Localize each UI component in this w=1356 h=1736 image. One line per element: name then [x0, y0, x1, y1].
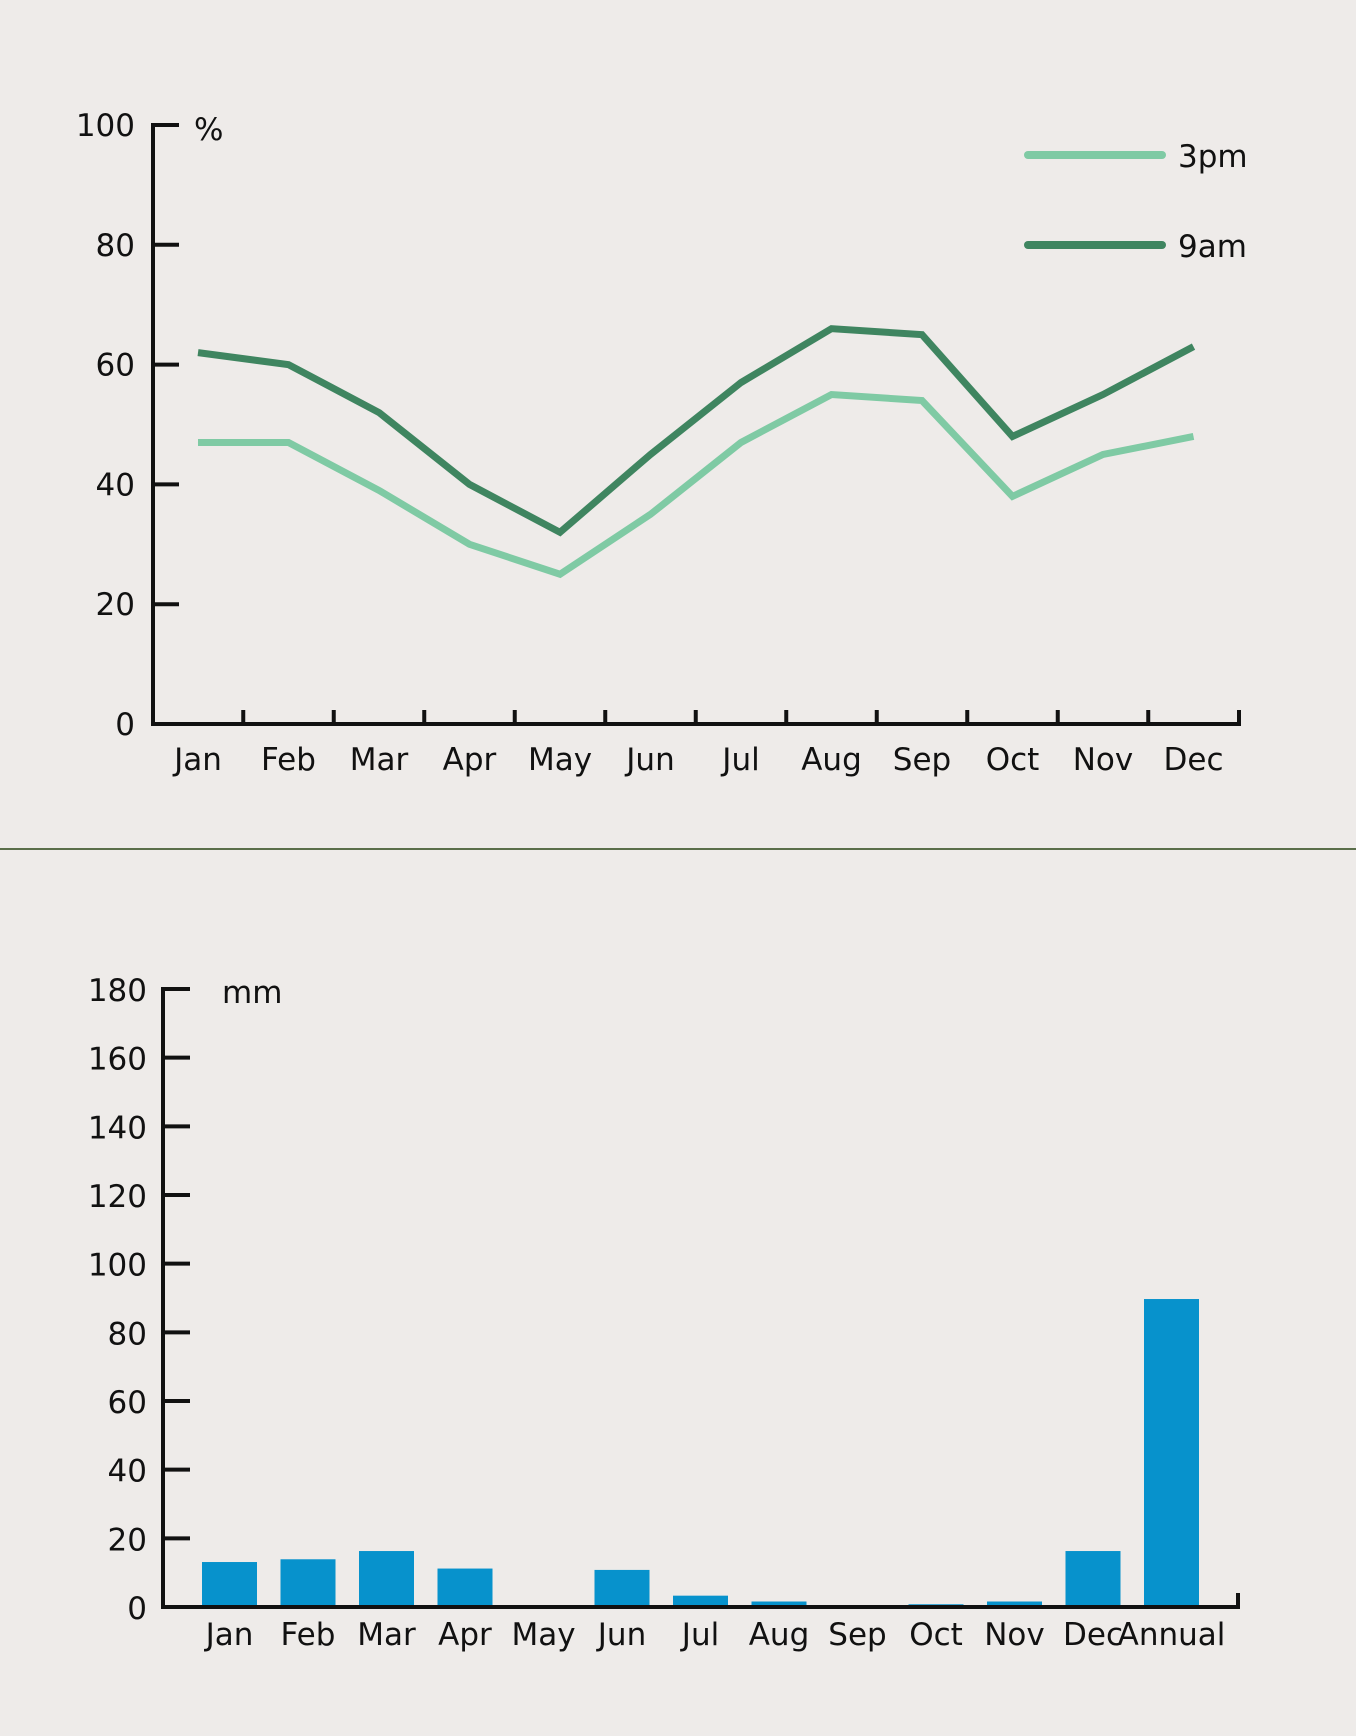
- bar: [594, 1569, 650, 1607]
- bar: [987, 1601, 1042, 1607]
- y-tick-label: 180: [88, 973, 147, 1009]
- x-tick-label: Jun: [596, 1617, 646, 1653]
- bar: [1144, 1299, 1199, 1607]
- x-tick-label: Jul: [720, 742, 759, 778]
- y-tick-label: 40: [96, 467, 135, 503]
- axis-lines: [161, 987, 1240, 1609]
- x-tick-label: Sep: [828, 1617, 886, 1653]
- y-tick-label: 100: [76, 108, 135, 144]
- bar: [202, 1562, 257, 1607]
- x-tick-label: Aug: [801, 742, 862, 778]
- y-tick-label: 60: [108, 1385, 147, 1421]
- y-axis-unit: %: [194, 112, 223, 148]
- y-tick-label: 0: [127, 1591, 147, 1627]
- y-tick-label: 140: [88, 1110, 147, 1146]
- y-axis-unit: mm: [222, 975, 282, 1011]
- bar: [280, 1559, 336, 1607]
- y-tick-label: 80: [96, 228, 135, 264]
- y-tick-label: 120: [88, 1179, 147, 1215]
- x-tick-label: Annual: [1118, 1617, 1226, 1653]
- y-tick-label: 0: [115, 707, 135, 743]
- x-tick-label: Feb: [281, 1617, 336, 1653]
- x-tick-label: Apr: [438, 1617, 492, 1653]
- x-tick-label: Mar: [350, 742, 409, 778]
- y-tick-label: 20: [108, 1522, 147, 1558]
- x-tick-label: Mar: [357, 1617, 416, 1653]
- x-tick-label: Aug: [749, 1617, 810, 1653]
- bar: [673, 1595, 728, 1607]
- x-tick-label: May: [528, 742, 592, 778]
- bar: [359, 1551, 414, 1607]
- x-tick-label: Oct: [986, 742, 1040, 778]
- bar: [1065, 1551, 1121, 1607]
- x-tick-label: Dec: [1164, 742, 1224, 778]
- legend-label-3pm: 3pm: [1178, 139, 1248, 175]
- legend-label-9am: 9am: [1178, 229, 1247, 265]
- x-tick-label: Nov: [984, 1617, 1045, 1653]
- series-line-9am: [197, 325, 1196, 537]
- x-tick-label: Sep: [893, 742, 951, 778]
- x-tick-label: Jul: [680, 1617, 719, 1653]
- x-tick-label: Feb: [261, 742, 316, 778]
- bar: [751, 1601, 807, 1607]
- y-tick-label: 20: [96, 587, 135, 623]
- rainfall-bar-chart: Jan Feb Mar Apr May Jun Jul Aug Sep Oct Nov DecAnnu…: [88, 973, 1240, 1653]
- y-tick-label: 100: [88, 1248, 147, 1284]
- x-tick-label: Jun: [624, 742, 674, 778]
- x-tick-label: Jan: [172, 742, 222, 778]
- bar: [437, 1568, 493, 1607]
- series-line-3pm: [198, 390, 1195, 579]
- y-tick-label: 160: [88, 1042, 147, 1078]
- x-tick-label: Oct: [909, 1617, 963, 1653]
- humidity-line-chart: 0 20 40 60 80 100 % Jan Feb Mar Apr May Jun Jul Aug Sep…: [76, 108, 1248, 778]
- y-tick-label: 40: [108, 1454, 147, 1490]
- x-tick-label: Dec: [1063, 1617, 1123, 1653]
- x-tick-label: Jan: [204, 1617, 254, 1653]
- x-tick-label: Nov: [1073, 742, 1134, 778]
- y-tick-label: 60: [96, 348, 135, 384]
- x-tick-label: Apr: [443, 742, 497, 778]
- x-tick-label: May: [511, 1617, 575, 1653]
- y-tick-label: 80: [108, 1316, 147, 1352]
